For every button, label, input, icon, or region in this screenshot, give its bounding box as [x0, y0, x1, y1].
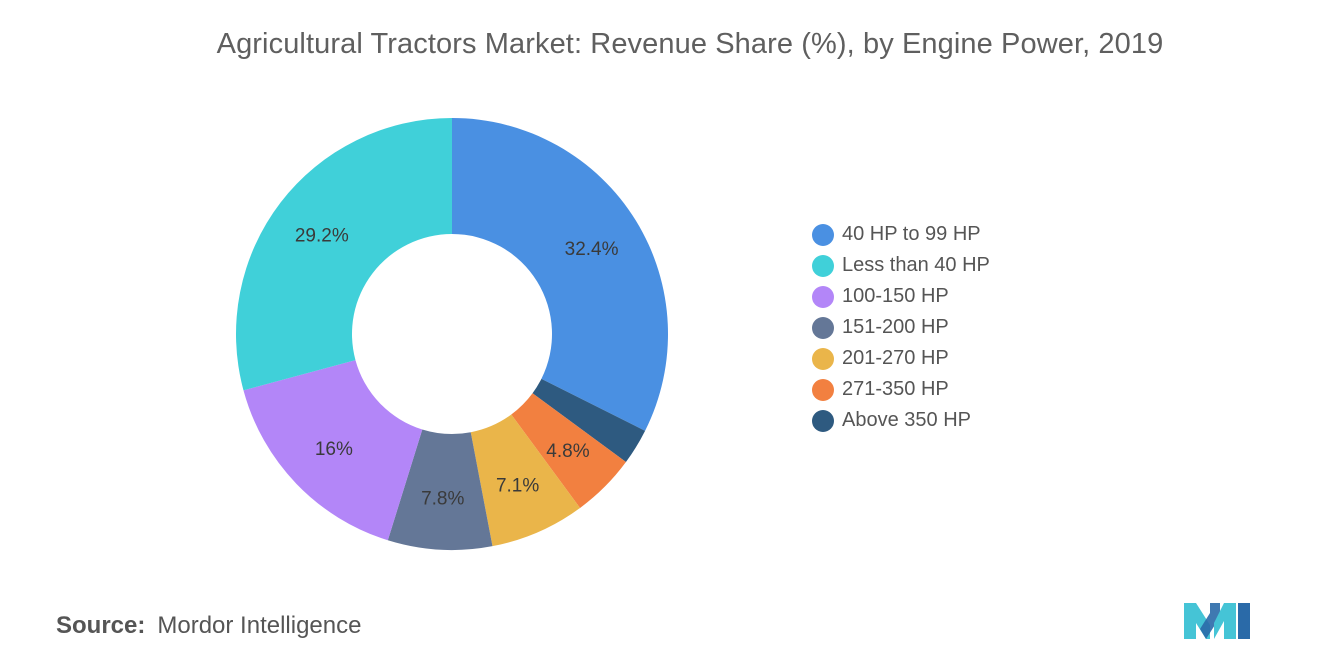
legend-label: 201-270 HP [842, 347, 949, 369]
legend-swatch [812, 347, 834, 370]
legend-label: 271-350 HP [842, 378, 949, 400]
legend-item: 151-200 HP [812, 312, 990, 343]
chart-legend: 40 HP to 99 HP Less than 40 HP 100-150 HP 1… [812, 219, 990, 436]
chart-title: Agricultural Tractors Market: Revenue Sh… [216, 28, 1164, 60]
donut-slice-40-hp-to-99-hp [452, 118, 668, 431]
donut-slice-above-350-hp [532, 378, 646, 463]
donut-slice-201-270-hp [470, 414, 581, 547]
legend-item: 271-350 HP [812, 374, 990, 405]
legend-label: Above 350 HP [842, 409, 971, 431]
source-line: Source: Mordor Intelligence [56, 612, 361, 640]
source-value: Mordor Intelligence [157, 612, 362, 639]
legend-item: 201-270 HP [812, 343, 990, 374]
donut-slice-271-350-hp [511, 393, 626, 508]
donut-slice-labels: 32.4% 4.8% 7.1% 7.8% 16% 29.2% [295, 225, 619, 509]
slice-label-201-270-hp: 7.1% [496, 475, 539, 496]
legend-item: Above 350 HP [812, 405, 990, 436]
mordor-intelligence-logo-icon [1184, 603, 1250, 639]
donut-slice-151-200-hp [387, 429, 493, 550]
slice-label-271-350-hp: 4.8% [546, 441, 589, 462]
slice-label-151-200-hp: 7.8% [421, 489, 464, 510]
donut-slices [236, 117, 668, 550]
source-label: Source: [56, 612, 146, 639]
donut-slice-100-150-hp [243, 360, 423, 541]
legend-label: Less than 40 HP [842, 254, 990, 276]
legend-swatch [812, 223, 834, 246]
legend-item: 100-150 HP [812, 281, 990, 312]
legend-label: 40 HP to 99 HP [842, 223, 981, 245]
legend-swatch [812, 254, 834, 277]
legend-swatch [812, 409, 834, 432]
legend-label: 151-200 HP [842, 316, 949, 338]
legend-item: 40 HP to 99 HP [812, 219, 990, 250]
legend-item: Less than 40 HP [812, 250, 990, 281]
slice-label-100-150-hp: 16% [315, 439, 353, 460]
legend-swatch [812, 316, 834, 339]
slice-label-less-than-40-hp: 29.2% [295, 225, 349, 246]
legend-swatch [812, 378, 834, 401]
donut-slice-less-than-40-hp [236, 117, 452, 391]
legend-swatch [812, 285, 834, 308]
slice-label-40-hp-to-99-hp: 32.4% [565, 239, 619, 260]
legend-label: 100-150 HP [842, 285, 949, 307]
